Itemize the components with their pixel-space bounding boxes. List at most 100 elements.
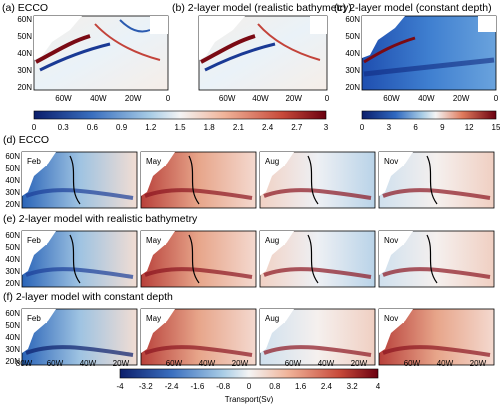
cb-bottom-tick-2.4: 2.4 <box>321 382 333 391</box>
panel-b-blue-band <box>204 42 276 72</box>
month-label-box <box>382 312 404 323</box>
row-lat-tick-40n: 40N <box>5 333 20 342</box>
month-label: Nov <box>384 236 398 245</box>
lon-tick-b-0: 0 <box>325 94 330 103</box>
map-contour <box>69 234 81 284</box>
map-contour <box>188 155 200 205</box>
bottom-lon-tick-60w: 60W <box>166 359 183 368</box>
month-label-box <box>25 155 47 166</box>
panel-b-map <box>198 15 328 91</box>
panel-a-land-ne <box>150 16 168 34</box>
lon-tick-c-0: 0 <box>494 94 499 103</box>
cb-bottom-tick--2.4: -2.4 <box>165 382 179 391</box>
lon-tick-c-60w: 60W <box>383 94 400 103</box>
map-panel-aug: Aug <box>259 308 376 366</box>
cb-ab-tick-0.3: 0.3 <box>58 123 70 132</box>
map-panel-aug: Aug <box>259 230 376 288</box>
row-lat-tick-20n: 20N <box>5 279 20 288</box>
month-label: May <box>146 314 161 323</box>
panel-c-land <box>362 16 405 58</box>
map-panel-nov: Nov <box>378 230 495 288</box>
cb-c-tick-6: 6 <box>413 123 418 132</box>
panel-c-red-edge <box>363 36 416 64</box>
cb-ab-tick-2.7: 2.7 <box>291 123 303 132</box>
map-panel-aug: Aug <box>259 151 376 209</box>
lon-tick-a-40w: 40W <box>90 94 107 103</box>
panel-a-lon-ticks: 60W 40W 20W 0 <box>55 94 171 103</box>
bottom-lon-tick-40w: 40W <box>80 359 97 368</box>
map-band <box>382 267 491 279</box>
row-lat-tick-20n: 20N <box>5 200 20 209</box>
map-contour <box>426 155 438 205</box>
map-band <box>263 345 372 357</box>
panel-a-red-streak <box>94 23 161 61</box>
lon-tick-b-40w: 40W <box>252 94 269 103</box>
cb-ab-tick-0.9: 0.9 <box>116 123 128 132</box>
panel-b-gulfstream <box>200 34 256 64</box>
month-label-box <box>144 155 166 166</box>
cb-c-tick-3: 3 <box>387 123 392 132</box>
row-lat-tick-20n: 20N <box>5 357 20 366</box>
map-panel-nov: Nov <box>378 308 495 366</box>
month-label: Aug <box>265 314 279 323</box>
row-lat-tick-40n: 40N <box>5 176 20 185</box>
lon-tick-c-20w: 20W <box>453 94 470 103</box>
colorbar-c <box>361 110 497 120</box>
month-label-box <box>25 234 47 245</box>
cb-ab-tick-2.1: 2.1 <box>233 123 245 132</box>
month-label: May <box>146 157 161 166</box>
colorbar-ab <box>33 110 327 120</box>
row-lat-tick-60n: 60N <box>5 231 20 240</box>
map-contour <box>426 234 438 284</box>
month-label-box <box>263 312 285 323</box>
map-contour <box>307 155 319 205</box>
cb-bottom-tick-0: 0 <box>247 382 252 391</box>
colorbar-bottom <box>119 368 379 379</box>
map-panel-feb: Feb <box>21 308 138 366</box>
panel-a-blue-streak <box>119 19 151 33</box>
row-lat-tick-50n: 50N <box>5 321 20 330</box>
map-panel-may: May <box>140 308 257 366</box>
lon-tick-a-20w: 20W <box>125 94 142 103</box>
map-panel-may: May <box>140 230 257 288</box>
month-label-box <box>144 312 166 323</box>
month-label-box <box>382 234 404 245</box>
panel-c-map <box>361 15 497 91</box>
lon-tick-b-20w: 20W <box>285 94 302 103</box>
lat-tick-c-60n: 60N <box>345 15 360 24</box>
bottom-lon-tick-80w: 80W <box>16 359 33 368</box>
lat-tick-a-30n: 30N <box>17 66 32 75</box>
cb-bottom-tick-0.8: 0.8 <box>269 382 281 391</box>
panel-a-land <box>34 16 82 60</box>
row-title: (f) 2-layer model with constant depth <box>3 291 173 303</box>
bottom-lon-ticks: 80W 60W 40W 20W 60W 40W 20W 60W 40W 20W 60W 40W 20W <box>16 359 487 368</box>
month-label: Aug <box>265 236 279 245</box>
panel-b-lon-ticks: 60W 40W 20W 0 <box>219 94 330 103</box>
lat-tick-c-30n: 30N <box>345 66 360 75</box>
panel-a-map <box>33 15 169 91</box>
row-0: (d) ECCO 60N 50N 40N 30N 20N Feb May Aug Nov <box>3 134 495 209</box>
month-label: Nov <box>384 157 398 166</box>
lat-tick-a-20n: 20N <box>17 83 32 92</box>
cb-bottom-tick-1.6: 1.6 <box>295 382 307 391</box>
map-band <box>382 188 491 200</box>
month-label-box <box>263 234 285 245</box>
row-title: (e) 2-layer model with realistic bathyme… <box>3 213 198 225</box>
lat-tick-c-20n: 20N <box>345 83 360 92</box>
colorbar-bottom-label: Transport(Sv) <box>225 395 274 404</box>
lat-tick-c-50n: 50N <box>345 32 360 41</box>
bottom-lon-tick-60w: 60W <box>47 359 64 368</box>
colorbar-c-ticks: 0 3 6 9 12 15 <box>360 123 500 132</box>
panel-a-gulfstream <box>35 34 91 64</box>
row-1: (e) 2-layer model with realistic bathyme… <box>3 213 495 288</box>
cb-c-tick-9: 9 <box>440 123 445 132</box>
row-lat-tick-60n: 60N <box>5 152 20 161</box>
row-lat-tick-40n: 40N <box>5 255 20 264</box>
map-band <box>25 188 134 200</box>
cb-ab-tick-1.5: 1.5 <box>174 123 186 132</box>
row-2: (f) 2-layer model with constant depth 60N… <box>3 291 495 366</box>
lon-tick-a-60w: 60W <box>55 94 72 103</box>
map-panel-feb: Feb <box>21 151 138 209</box>
cb-c-tick-12: 12 <box>465 123 474 132</box>
